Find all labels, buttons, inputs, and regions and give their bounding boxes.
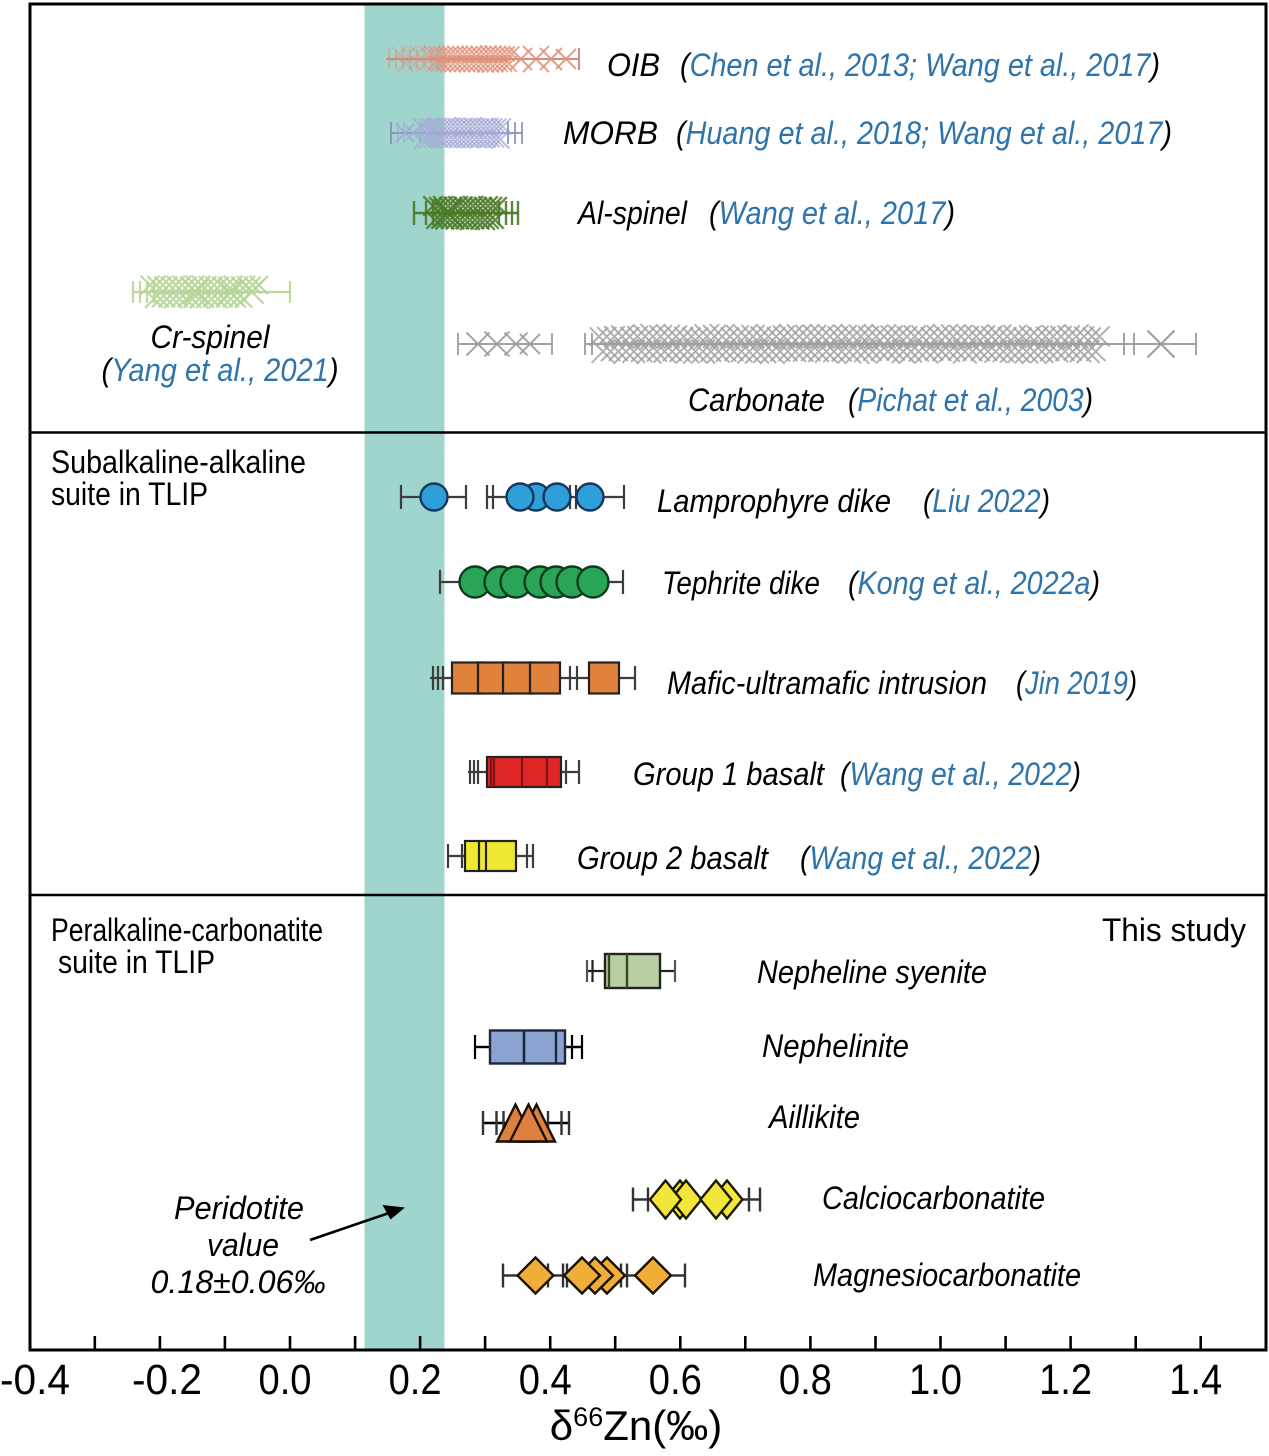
svg-text:0.8: 0.8: [779, 1356, 832, 1404]
svg-text:Nepheline syenite: Nepheline syenite: [757, 954, 987, 990]
svg-text:(Wang et al., 2022): (Wang et al., 2022): [840, 756, 1081, 792]
svg-text:1.4: 1.4: [1169, 1356, 1222, 1404]
svg-text:0.4: 0.4: [519, 1356, 572, 1404]
svg-text:(Yang et al., 2021): (Yang et al., 2021): [102, 352, 339, 388]
svg-text:0.0: 0.0: [259, 1356, 312, 1404]
svg-text:-0.2: -0.2: [132, 1356, 202, 1404]
svg-text:(Kong et al., 2022a): (Kong et al., 2022a): [848, 565, 1100, 601]
svg-text:Mafic-ultramafic intrusion: Mafic-ultramafic intrusion: [667, 665, 987, 701]
svg-text:Calciocarbonatite: Calciocarbonatite: [822, 1180, 1045, 1216]
svg-text:Carbonate: Carbonate: [688, 382, 825, 418]
svg-text:Group 1 basalt: Group 1 basalt: [633, 756, 825, 792]
svg-text:Group 2 basalt: Group 2 basalt: [577, 840, 769, 876]
svg-text:0.6: 0.6: [649, 1356, 702, 1404]
svg-text:suite in TLIP: suite in TLIP: [51, 476, 208, 512]
svg-text:suite in TLIP: suite in TLIP: [58, 944, 215, 980]
svg-text:1.2: 1.2: [1039, 1356, 1092, 1404]
svg-text:-0.4: -0.4: [0, 1356, 70, 1404]
svg-text:Peridotite: Peridotite: [174, 1190, 304, 1226]
svg-text:0.18±0.06‰: 0.18±0.06‰: [151, 1264, 326, 1300]
svg-text:MORB: MORB: [563, 115, 658, 151]
svg-text:This study: This study: [1102, 912, 1246, 948]
svg-text:1.0: 1.0: [909, 1356, 962, 1404]
svg-text:Cr-spinel: Cr-spinel: [151, 319, 271, 355]
svg-text:Nephelinite: Nephelinite: [762, 1028, 909, 1064]
svg-text:(Huang et al., 2018; Wang et a: (Huang et al., 2018; Wang et al., 2017): [676, 115, 1172, 151]
svg-text:(Wang et al., 2017): (Wang et al., 2017): [709, 195, 955, 231]
svg-text:value: value: [207, 1227, 279, 1263]
svg-text:Subalkaline-alkaline: Subalkaline-alkaline: [51, 444, 306, 480]
svg-text:Peralkaline-carbonatite: Peralkaline-carbonatite: [51, 912, 323, 948]
svg-text:Tephrite dike: Tephrite dike: [662, 565, 820, 601]
svg-text:Magnesiocarbonatite: Magnesiocarbonatite: [813, 1257, 1081, 1293]
svg-text:(Pichat et al., 2003): (Pichat et al., 2003): [848, 382, 1093, 418]
svg-text:Aillikite: Aillikite: [767, 1099, 860, 1135]
svg-text:(Liu 2022): (Liu 2022): [923, 483, 1050, 519]
svg-text:Lamprophyre dike: Lamprophyre dike: [657, 483, 891, 519]
svg-text:OIB: OIB: [607, 47, 660, 83]
svg-text:(Wang et al., 2022): (Wang et al., 2022): [800, 840, 1041, 876]
svg-text:(Jin 2019): (Jin 2019): [1016, 665, 1137, 701]
svg-text:(Chen et al., 2013; Wang et al: (Chen et al., 2013; Wang et al., 2017): [680, 47, 1160, 83]
svg-text:Al-spinel: Al-spinel: [576, 195, 688, 231]
svg-text:0.2: 0.2: [389, 1356, 442, 1404]
